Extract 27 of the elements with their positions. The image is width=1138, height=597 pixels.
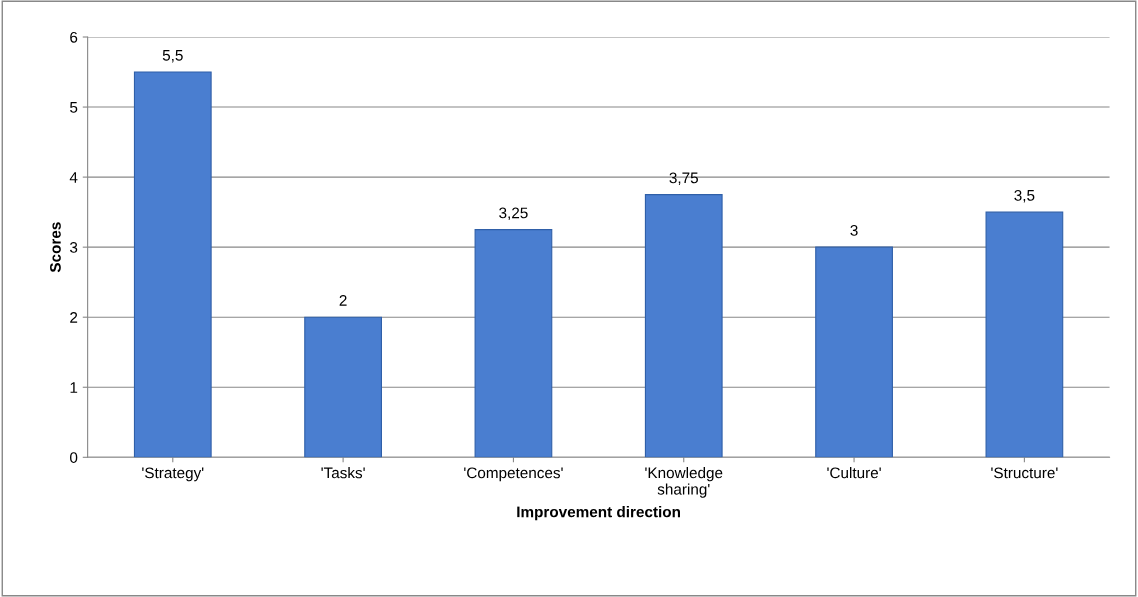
y-tick-label: 3 <box>69 242 78 253</box>
x-tick-label: 'Structure' <box>991 467 1058 479</box>
x-tick-label: 'Culture' <box>827 467 881 479</box>
data-label: 3,5 <box>1014 189 1035 203</box>
y-tick-label: 6 <box>70 31 78 43</box>
y-tick-label: 4 <box>69 172 78 183</box>
data-label: 3,75 <box>669 172 698 186</box>
y-axis-title: Scores <box>50 222 61 273</box>
y-tick-label: 2 <box>70 312 78 323</box>
y-tick-label: 1 <box>70 382 78 393</box>
bar <box>133 71 212 458</box>
y-tick-label: 0 <box>70 452 78 463</box>
x-tick-label: 'Tasks' <box>321 467 365 479</box>
data-label: 5,5 <box>162 50 183 63</box>
bar <box>644 194 723 458</box>
x-tick-label: 'Competences' <box>464 467 563 482</box>
data-label: 3,25 <box>499 207 528 221</box>
data-label: 3 <box>850 224 858 236</box>
bar <box>985 211 1064 458</box>
bar <box>304 316 382 458</box>
x-tick-label: 'Strategy' <box>142 467 204 482</box>
y-tick-label: 5 <box>70 102 78 113</box>
x-axis-title: Improvement direction <box>517 506 680 521</box>
bar <box>815 246 893 458</box>
bar <box>474 229 553 458</box>
data-label: 2 <box>339 295 347 306</box>
x-tick-label: 'Knowledge sharing' <box>645 467 723 498</box>
